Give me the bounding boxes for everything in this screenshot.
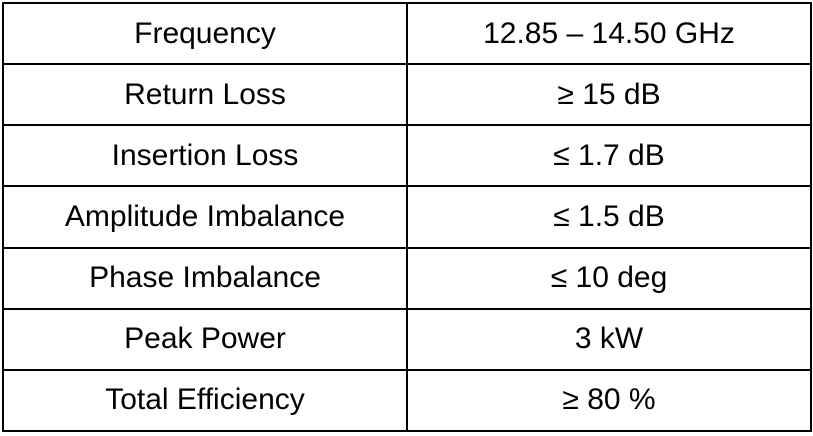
value-cell: ≤ 10 deg [406,246,812,310]
value-cell: ≥ 80 % [406,368,812,433]
parameter-cell: Total Efficiency [2,368,408,433]
table-row-frequency: Frequency 12.85 – 14.50 GHz [2,1,812,66]
table-row-phase-imbalance: Phase Imbalance ≤ 10 deg [2,246,812,310]
value-cell: ≤ 1.7 dB [406,124,812,188]
parameter-cell: Amplitude Imbalance [2,185,408,249]
value-cell: ≤ 1.5 dB [406,185,812,249]
table-row-total-efficiency: Total Efficiency ≥ 80 % [2,368,812,433]
parameter-cell: Phase Imbalance [2,246,408,310]
parameter-cell: Peak Power [2,307,408,371]
parameter-cell: Return Loss [2,63,408,127]
value-cell: 3 kW [406,307,812,371]
value-cell: ≥ 15 dB [406,63,812,127]
table-row-peak-power: Peak Power 3 kW [2,307,812,371]
parameter-cell: Insertion Loss [2,124,408,188]
table-row-insertion-loss: Insertion Loss ≤ 1.7 dB [2,124,812,188]
table-row-return-loss: Return Loss ≥ 15 dB [2,63,812,127]
parameter-cell: Frequency [2,1,408,66]
table-row-amplitude-imbalance: Amplitude Imbalance ≤ 1.5 dB [2,185,812,249]
value-cell: 12.85 – 14.50 GHz [406,1,812,66]
